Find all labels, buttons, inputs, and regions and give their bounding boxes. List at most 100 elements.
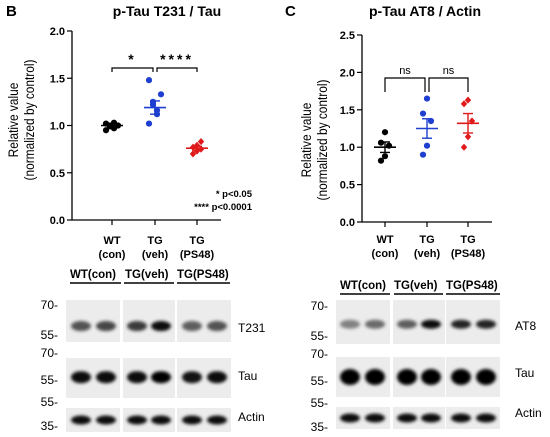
- x-tick-label: TG: [147, 235, 162, 247]
- y-label-line1-c: Relative value: [298, 103, 314, 178]
- blot-band: [451, 369, 471, 385]
- data-point: [423, 142, 431, 149]
- data-point: [102, 127, 110, 134]
- y-tick-label: 1.5: [50, 73, 65, 85]
- x-tick-label: (PS48): [180, 249, 215, 261]
- blot-band: [397, 369, 417, 385]
- significance-bracket: [156, 67, 198, 72]
- y-tick-label: 0.5: [340, 180, 355, 192]
- y-tick-label: 1.5: [340, 105, 355, 117]
- chart-title-c: p-Tau AT8 / Actin: [369, 3, 481, 19]
- p-note-2: **** p<0.0001: [194, 202, 253, 213]
- y-tick-label: 2.0: [50, 26, 65, 38]
- blot-band: [71, 321, 91, 332]
- data-point: [460, 143, 468, 151]
- x-tick-label: (con): [372, 248, 399, 260]
- blot-band: [340, 319, 360, 329]
- blot-strip: [393, 407, 445, 429]
- lane-header: TG(veh): [125, 269, 169, 281]
- lane-header: TG(veh): [394, 280, 438, 292]
- lane-header: WT(con): [70, 269, 116, 281]
- mw-label: 55-: [311, 374, 328, 388]
- chart-panel-c: C p-Tau AT8 / Actin Relative value (norm…: [285, 3, 492, 260]
- blot-band: [182, 321, 202, 332]
- chart-title-b: p-Tau T231 / Tau: [113, 3, 221, 19]
- blot-row-label: AT8: [515, 319, 536, 333]
- panel-letter-b: B: [6, 3, 17, 20]
- blot-band: [151, 321, 171, 332]
- data-point: [145, 120, 153, 127]
- y-tick-label: 1.0: [340, 142, 355, 154]
- blot-strip: [123, 300, 175, 342]
- blot-band: [71, 415, 91, 425]
- data-point: [189, 143, 197, 151]
- significance-label: ****: [160, 51, 194, 67]
- x-tick-label: WT: [376, 234, 393, 246]
- mw-label: 70-: [41, 298, 58, 312]
- blot-band: [151, 415, 171, 425]
- data-point: [197, 137, 205, 146]
- blot-row-label: T231: [238, 321, 266, 335]
- significance-bracket: [111, 67, 154, 72]
- y-tick-label: 2.0: [340, 67, 355, 79]
- x-tick-labels-b: WT (con) TG (veh) TG (PS48): [99, 235, 215, 261]
- blot-band: [127, 371, 147, 384]
- blot-band: [182, 371, 202, 384]
- data-point: [460, 100, 468, 108]
- x-tick-label: (PS48): [451, 248, 486, 260]
- data-point: [377, 157, 385, 164]
- data-point: [419, 110, 427, 117]
- blot-row-label: Tau: [238, 369, 257, 383]
- data-point: [193, 147, 201, 155]
- p-note-1: * p<0.05: [216, 189, 253, 200]
- lane-header: TG(PS48): [177, 269, 229, 281]
- data-point: [145, 77, 153, 84]
- y-tick-label: 0.5: [50, 168, 65, 180]
- blot-band: [96, 321, 116, 332]
- y-axis-label-c: Relative value (normalized by control): [298, 80, 330, 201]
- blot-band: [421, 413, 441, 423]
- significance-b: * ****: [111, 51, 198, 72]
- blot-strip: [336, 407, 390, 429]
- blot-band: [476, 319, 496, 329]
- x-tick-label: (con): [99, 249, 126, 261]
- x-tick-label: WT: [103, 235, 120, 247]
- blot-band: [365, 369, 385, 385]
- axes-b: 0.0 0.5 1.0 1.5 2.0: [50, 26, 221, 227]
- chart-panel-b: B p-Tau T231 / Tau Relative value (norma…: [5, 3, 253, 261]
- data-point: [381, 153, 389, 160]
- x-tick-label: (veh): [142, 249, 169, 261]
- mw-label: 70-: [311, 299, 328, 313]
- blot-band: [96, 415, 116, 425]
- data-point: [381, 129, 389, 136]
- axes-c: 0.0 0.5 1.0 1.5 2.0 2.5: [340, 30, 492, 229]
- significance-label: ns: [399, 65, 411, 77]
- lane-header: TG(PS48): [446, 280, 498, 292]
- significance-label: *: [128, 51, 136, 67]
- blot-band: [421, 369, 441, 385]
- data-point: [423, 95, 431, 102]
- data-point: [189, 150, 197, 158]
- blot-strip: [446, 407, 500, 429]
- blot-band: [397, 413, 417, 423]
- data-point: [157, 91, 165, 98]
- y-tick-label: 1.0: [50, 121, 65, 133]
- y-tick-label: 2.5: [340, 30, 355, 42]
- blot-band: [127, 321, 147, 332]
- blot-band: [476, 369, 496, 385]
- y-label-line2-b: (normalized by control): [21, 60, 37, 181]
- blot-row-label: Tau: [515, 366, 534, 380]
- blot-band: [207, 371, 227, 384]
- mw-label: 35-: [311, 420, 328, 434]
- mw-label: 55-: [41, 328, 58, 342]
- data-marks-c: [374, 95, 479, 164]
- blot-band: [182, 415, 202, 425]
- blot-band: [365, 319, 385, 329]
- y-tick-label: 0.0: [340, 217, 355, 229]
- blot-row-label: Actin: [515, 406, 542, 420]
- blot-band: [397, 319, 417, 329]
- data-point: [193, 141, 201, 149]
- data-point: [197, 145, 205, 153]
- significance-bracket: [428, 77, 469, 92]
